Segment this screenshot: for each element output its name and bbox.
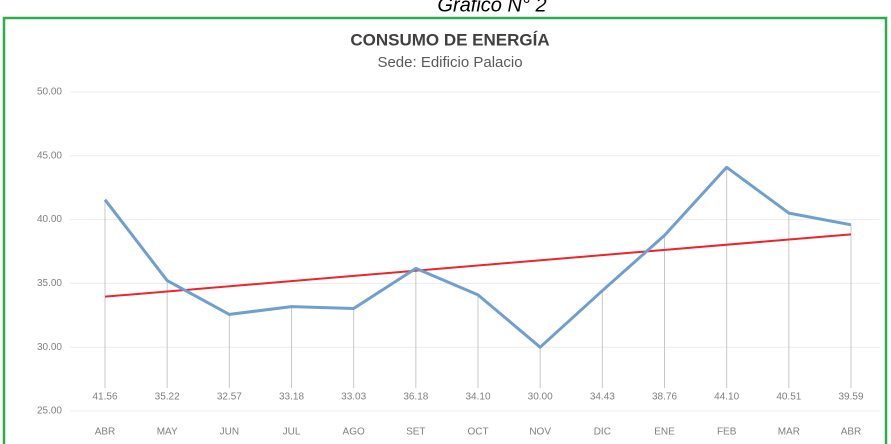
value-label: 30.00 [528,392,553,403]
value-label: 44.10 [714,392,739,403]
value-label: 35.22 [155,392,180,403]
x-tick-label: JUL [283,427,301,438]
series-line [103,165,852,349]
frame [2,16,888,444]
y-tick-label: 50.00 [37,87,62,98]
x-tick-label: SET [406,427,425,438]
chart-title: CONSUMO DE ENERGÍA [350,30,549,49]
caption: Gráfico N° 2 [437,0,546,16]
value-label: 34.43 [590,392,615,403]
value-label: 32.57 [217,392,242,403]
x-tick-label: ABR [841,427,862,438]
value-label: 33.18 [279,392,304,403]
x-tick-label: JUN [220,427,239,438]
trend-line [104,233,852,298]
value-label: 36.18 [403,392,428,403]
value-label: 38.76 [652,392,677,403]
x-tick-label: NOV [529,427,551,438]
value-label: 33.03 [341,392,366,403]
x-tick-label: OCT [467,427,488,438]
x-tick-label: ENE [654,427,675,438]
y-tick-label: 30.00 [37,342,62,353]
y-tick-label: 45.00 [37,150,62,161]
y-tick-label: 25.00 [37,406,62,417]
value-label: 34.10 [465,392,490,403]
chart-subtitle: Sede: Edificio Palacio [377,54,522,71]
y-tick-label: 35.00 [37,278,62,289]
value-label: 41.56 [92,392,117,403]
x-tick-label: AGO [343,427,365,438]
y-tick-label: 40.00 [37,214,62,225]
x-tick-label: MAR [778,427,800,438]
x-tick-label: DIC [594,427,611,438]
value-label: 40.51 [776,392,801,403]
x-tick-label: FEB [717,427,737,438]
x-tick-label: ABR [95,427,116,438]
x-tick-label: MAY [157,427,178,438]
value-label: 39.59 [838,392,863,403]
